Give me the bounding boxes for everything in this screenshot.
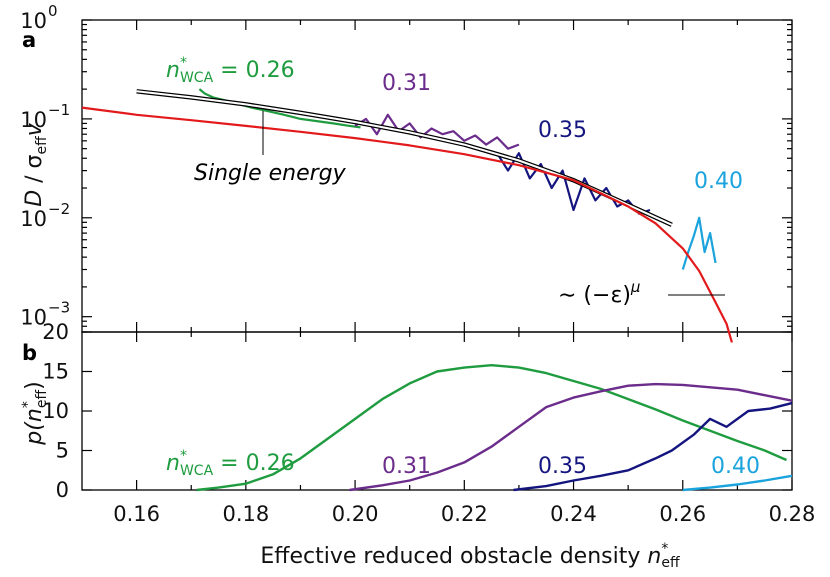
panel-a-y-tick-exponent: 0 — [48, 2, 58, 20]
panel-b-y-tick-label: 20 — [42, 320, 69, 344]
panel-b-series-2 — [513, 401, 793, 492]
single-energy-line — [136, 90, 673, 226]
panel-b-series-3 — [682, 474, 793, 492]
panel-b-axes: 0.16 0.18 0.20 0.22 0.24 0.26 0.28 0 5 10 15 20 — [42, 320, 815, 526]
panel-b-label-031: 0.31 — [382, 454, 431, 479]
panel-a-label-026: n* WCA = 0.26 — [166, 55, 295, 86]
panel-b-plot — [196, 364, 793, 492]
panel-a-y-tick-label: 10 — [20, 306, 47, 330]
panel-b-series-0 — [196, 364, 787, 492]
x-tick-label: 0.20 — [332, 502, 379, 526]
panel-a-y-tick-label: 10 — [20, 207, 47, 231]
x-tick-label: 0.22 — [441, 502, 488, 526]
panel-b-label-035: 0.35 — [538, 454, 587, 479]
panel-b-label-026: n* WCA = 0.26 — [166, 448, 295, 479]
x-tick-label: 0.18 — [222, 502, 269, 526]
panel-b-series-1 — [349, 382, 793, 492]
panel-a-y-tick-exponent: −3 — [48, 299, 70, 317]
panel-b-y-tick-label: 15 — [42, 360, 69, 384]
panel-b-y-tick-label: 0 — [56, 478, 69, 502]
panel-a-label-031: 0.31 — [382, 71, 431, 96]
panel-a-label-040: 0.40 — [694, 169, 743, 194]
x-tick-label: 0.16 — [113, 502, 160, 526]
single-energy-line-outline — [136, 89, 673, 227]
panel-a-y-label: D / σeffv — [22, 122, 50, 207]
panel-a-series-1 — [354, 113, 520, 150]
panel-a-y-tick-exponent: −2 — [48, 200, 70, 218]
power-law-label: ∼ (−ε)μ — [558, 278, 640, 308]
panel-a-y-tick-label: 10 — [20, 108, 47, 132]
panel-a-label: a — [22, 28, 36, 52]
panel-b-y-tick-label: 5 — [56, 439, 69, 463]
panel-a-label-035: 0.35 — [538, 118, 587, 143]
panel-a-y-tick-exponent: −1 — [48, 101, 70, 119]
x-tick-label: 0.26 — [659, 502, 706, 526]
x-tick-label: 0.24 — [550, 502, 597, 526]
panel-a-series-3 — [681, 216, 717, 270]
panel-a-series-5 — [81, 106, 733, 343]
panel-a-y-tick-label: 10 — [20, 9, 47, 33]
panel-b-label: b — [22, 341, 37, 365]
panel-a-plot — [81, 88, 733, 343]
x-tick-label: 0.28 — [769, 502, 816, 526]
panel-a-frame — [81, 19, 793, 333]
panel-b-y-label: p(n*eff) — [20, 381, 50, 445]
panel-b-y-tick-label: 10 — [42, 399, 69, 423]
panel-b-label-040: 0.40 — [711, 454, 760, 479]
single-energy-label: Single energy — [194, 161, 347, 186]
x-axis-label: Effective reduced obstacle density n* eff — [260, 541, 680, 571]
panel-a-series-0 — [198, 88, 361, 129]
